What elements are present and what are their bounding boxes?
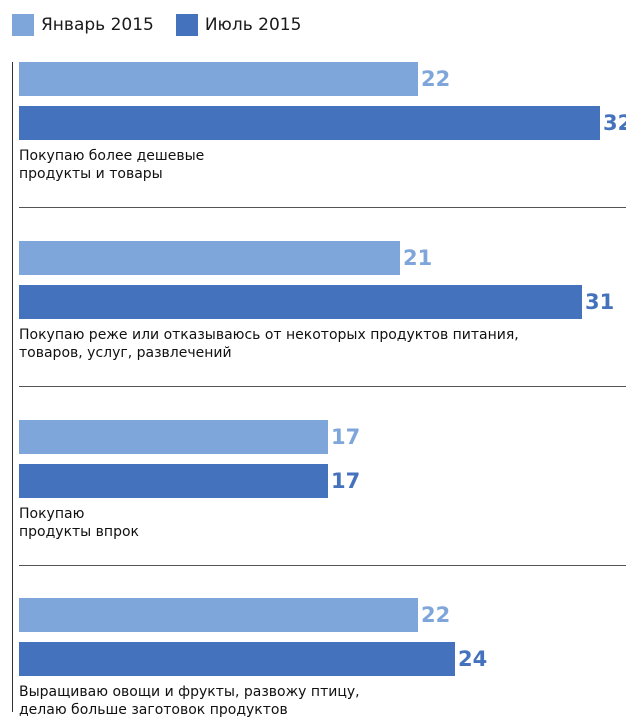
bar [19,598,418,632]
bar [19,464,328,498]
bar [19,62,418,96]
bar [19,285,582,319]
bar [19,106,600,140]
category-label: Покупаю реже или отказываюсь от некоторы… [19,327,519,361]
legend-item-january: Январь 2015 [12,14,154,36]
legend-swatch-july [175,14,198,36]
bar [19,420,328,454]
group-divider [19,386,626,387]
category-label: Покупаю более дешевые продукты и товары [19,148,205,182]
data-label: 31 [585,290,615,314]
legend-swatch-january [12,14,34,36]
bar [19,642,455,676]
data-label: 24 [458,647,488,671]
category-label: Выращиваю овощи и фрукты, развожу птицу,… [19,684,360,718]
group-divider [19,207,626,208]
data-label: 32 [603,111,626,135]
legend-label-january: Январь 2015 [41,15,154,35]
data-label: 17 [331,425,361,449]
category-axis-line [12,62,13,712]
group-divider [19,565,626,566]
legend-label-july: Июль 2015 [204,15,302,35]
data-label: 21 [403,246,433,270]
legend: Январь 2015 Июль 2015 [12,12,323,38]
bar [19,241,400,275]
data-label: 22 [421,67,451,91]
legend-item-july: Июль 2015 [175,14,302,36]
data-label: 22 [421,603,451,627]
data-label: 17 [331,469,361,493]
category-label: Покупаю продукты впрок [19,506,139,540]
